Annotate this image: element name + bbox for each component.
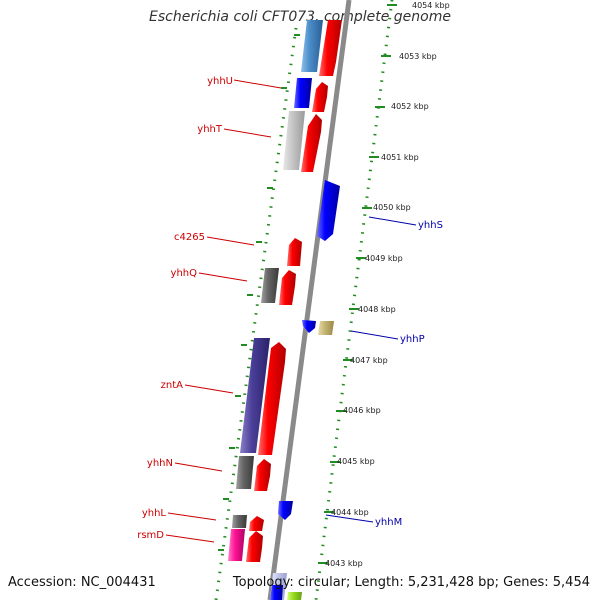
topology-text: Topology: circular; Length: 5,231,428 bp…: [232, 575, 590, 590]
leader-yhhP: [350, 330, 399, 340]
gene-yhhM-blue: [278, 501, 293, 520]
kbp-label-4052: 4052 kbp: [391, 102, 429, 111]
label-yhhQ: yhhQ: [171, 268, 198, 279]
label-yhhL: yhhL: [142, 508, 167, 519]
kbp-label-4045: 4045 kbp: [337, 457, 375, 466]
gene-yhhT-red: [301, 114, 322, 172]
gene-sky-upper: [301, 20, 323, 72]
label-yhhT: yhhT: [197, 124, 223, 135]
kbp-label-4043: 4043 kbp: [325, 559, 363, 568]
gene-red-top: [319, 20, 342, 76]
left-gene-labels: yhhU yhhT c4265 yhhQ zntA yhhN yhhL rsmD: [137, 76, 282, 543]
kbp-label-4047: 4047 kbp: [350, 356, 388, 365]
kbp-label-4053: 4053 kbp: [399, 52, 437, 61]
gene-yhhS-blue: [317, 180, 340, 241]
leader-yhhQ: [198, 272, 248, 282]
gene-blue-bottom: [270, 585, 283, 600]
leader-yhhN: [174, 462, 223, 472]
gene-zntA-red: [258, 342, 286, 455]
gene-yhhU-red: [312, 82, 328, 112]
label-yhhM: yhhM: [375, 517, 402, 528]
right-tick-ruler: [314, 0, 397, 600]
gene-yhhP-tan: [318, 321, 334, 335]
kbp-label-4054: 4054 kbp: [412, 1, 450, 10]
label-yhhP: yhhP: [400, 334, 425, 345]
kbp-label-4044: 4044 kbp: [331, 508, 369, 517]
leader-zntA: [184, 384, 234, 394]
leader-yhhL: [167, 512, 217, 521]
leader-yhhM: [325, 514, 374, 523]
backbone-line: [267, 0, 352, 600]
gene-c4265-red: [287, 238, 302, 266]
kbp-label-4046: 4046 kbp: [343, 406, 381, 415]
kbp-labels: 4054 kbp 4053 kbp 4052 kbp 4051 kbp 4050…: [325, 1, 450, 568]
map-title: Escherichia coli CFT073, complete genome: [149, 9, 451, 25]
kbp-label-4050: 4050 kbp: [373, 203, 411, 212]
gene-yhhL-grey: [232, 515, 247, 528]
gene-features: [228, 20, 342, 600]
right-gene-labels: yhhS yhhP yhhM: [325, 216, 443, 528]
left-tick-ruler: [214, 27, 300, 600]
gene-rsmD-red: [246, 531, 263, 562]
leader-rsmD: [165, 534, 215, 543]
label-yhhS: yhhS: [418, 220, 443, 231]
leader-yhhS: [368, 216, 417, 226]
gene-zntA-purple: [240, 338, 270, 453]
label-c4265: c4265: [174, 232, 205, 243]
kbp-label-4051: 4051 kbp: [381, 153, 419, 162]
gene-yhhT-grey: [283, 111, 305, 170]
leader-yhhT: [223, 128, 272, 138]
label-yhhN: yhhN: [147, 458, 173, 469]
kbp-label-4049: 4049 kbp: [365, 254, 403, 263]
gene-rsmD-pink: [228, 529, 245, 561]
label-rsmD: rsmD: [137, 530, 164, 541]
gene-yhhN-grey: [236, 456, 254, 489]
leader-c4265: [206, 236, 255, 246]
gene-yhhL-red: [249, 516, 264, 531]
gene-lime-bottom: [287, 592, 302, 600]
kbp-label-4048: 4048 kbp: [358, 305, 396, 314]
gene-yhhQ-red: [279, 270, 296, 305]
label-zntA: zntA: [161, 380, 184, 391]
label-yhhU: yhhU: [207, 76, 233, 87]
gene-yhhU-blue: [294, 78, 312, 108]
accession-text: Accession: NC_004431: [8, 575, 156, 590]
gene-yhhP-blue: [302, 320, 316, 333]
gene-yhhQ-grey: [261, 268, 279, 303]
gene-yhhN-red: [254, 459, 271, 491]
leader-yhhU: [233, 79, 282, 89]
